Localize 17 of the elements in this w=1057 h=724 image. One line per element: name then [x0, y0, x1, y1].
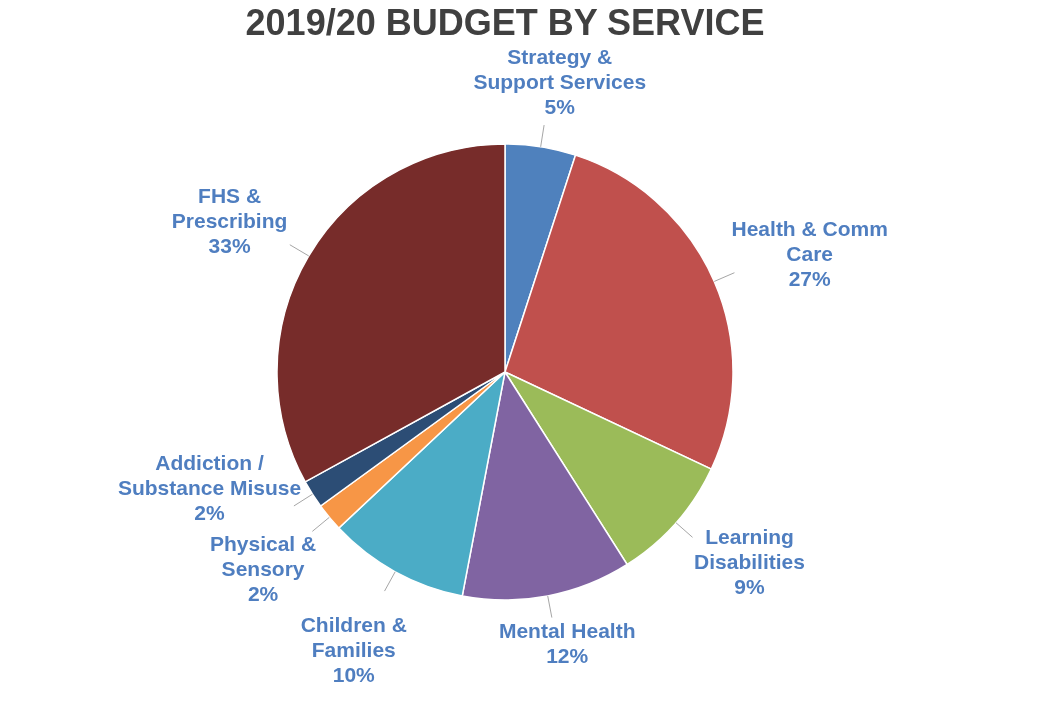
slice-label: Mental Health — [498, 619, 636, 643]
data-label: 27% — [788, 266, 832, 290]
slice-label: Physical & Sensory — [209, 531, 317, 580]
data-label: 9% — [734, 575, 766, 599]
data-label: 33% — [208, 234, 251, 258]
slice-label: Learning Disabilities — [694, 525, 805, 574]
data-label: 2% — [247, 581, 279, 605]
chart-title: 2019/20 BUDGET BY SERVICE — [245, 1, 765, 43]
slice-label: Health & Comm Care — [731, 216, 888, 265]
slice-label: Addiction / Substance Misuse — [117, 450, 302, 499]
data-label: 5% — [544, 94, 576, 118]
slice-label: Strategy & Support Services — [473, 44, 647, 93]
data-label: 12% — [546, 644, 589, 668]
slice-label: FHS & Prescribing — [171, 184, 288, 233]
slice-label: Children & Families — [300, 612, 407, 661]
data-label: 10% — [332, 662, 376, 686]
data-label: 2% — [194, 500, 225, 524]
